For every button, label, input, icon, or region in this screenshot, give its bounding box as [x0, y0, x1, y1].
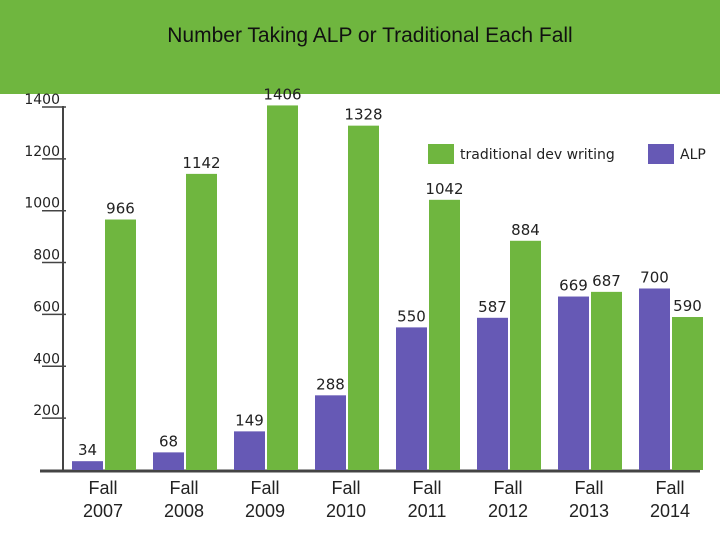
data-label-alp: 34 [78, 441, 97, 459]
y-tick-label: 1000 [24, 196, 60, 212]
y-tick-label: 600 [33, 299, 60, 315]
axes: 200 400 600 800 1000 1200 1400 Fall 2007 Fall 2008… [24, 92, 700, 521]
x-category-label-year: 2009 [245, 501, 285, 521]
x-category-label: Fall [88, 478, 117, 498]
bar-traditional [186, 173, 217, 470]
legend-swatch-traditional [428, 144, 454, 164]
x-category-label-year: 2013 [569, 501, 609, 521]
bar-alp [639, 288, 670, 470]
bar-traditional [591, 291, 622, 470]
bar-alp [396, 327, 427, 470]
bar-alp [153, 452, 184, 470]
y-tick-label: 200 [33, 403, 60, 419]
legend-label-traditional: traditional dev writing [460, 147, 615, 163]
chart-title: Number Taking ALP or Traditional Each Fa… [167, 24, 573, 47]
x-category-label: Fall [574, 478, 603, 498]
data-label-traditional: 1406 [263, 85, 301, 103]
x-category-label: Fall [412, 478, 441, 498]
bar-alp [477, 317, 508, 470]
data-label-traditional: 1142 [182, 154, 220, 172]
bar-alp [558, 296, 589, 470]
bar-traditional [105, 219, 136, 470]
y-tick-label: 1400 [24, 92, 60, 108]
x-category-label: Fall [169, 478, 198, 498]
legend-swatch-alp [648, 144, 674, 164]
data-label-traditional: 1042 [425, 180, 463, 198]
x-category-label-year: 2014 [650, 501, 690, 521]
data-label-traditional: 590 [673, 297, 702, 315]
x-category-label: Fall [250, 478, 279, 498]
bar-traditional [510, 240, 541, 470]
bar-traditional [672, 317, 703, 470]
x-category-label: Fall [655, 478, 684, 498]
y-tick-label: 800 [33, 248, 60, 264]
data-label-traditional: 884 [511, 221, 540, 239]
bar-traditional [348, 125, 379, 470]
data-label-alp: 149 [235, 411, 264, 429]
x-category-label-year: 2012 [488, 501, 528, 521]
data-label-traditional: 1328 [344, 106, 382, 124]
data-label-traditional: 966 [106, 200, 135, 218]
y-tick-label: 1200 [24, 144, 60, 160]
x-category-label-year: 2008 [164, 501, 204, 521]
x-category-label-year: 2011 [408, 501, 447, 521]
data-label-alp: 68 [159, 432, 178, 450]
bars [72, 105, 703, 471]
x-category-label: Fall [493, 478, 522, 498]
data-label-alp: 669 [559, 277, 588, 295]
x-category-label: Fall [331, 478, 360, 498]
data-label-alp: 288 [316, 375, 345, 393]
data-labels: 34 966 68 1142 149 1406 288 1328 550 1042 587 884 66… [78, 85, 702, 459]
y-tick-label: 400 [33, 351, 60, 367]
title-banner [0, 0, 720, 94]
data-label-alp: 587 [478, 298, 507, 316]
bar-traditional [429, 199, 460, 471]
legend-label-alp: ALP [680, 147, 706, 163]
data-label-traditional: 687 [592, 272, 621, 290]
legend: traditional dev writing ALP [428, 144, 706, 164]
bar-traditional [267, 105, 298, 471]
x-category-label-year: 2010 [326, 501, 366, 521]
data-label-alp: 700 [640, 268, 669, 286]
x-category-label-year: 2007 [83, 501, 123, 521]
bar-alp [315, 395, 346, 470]
bar-alp [234, 431, 265, 470]
bar-alp [72, 461, 103, 470]
data-label-alp: 550 [397, 307, 426, 325]
